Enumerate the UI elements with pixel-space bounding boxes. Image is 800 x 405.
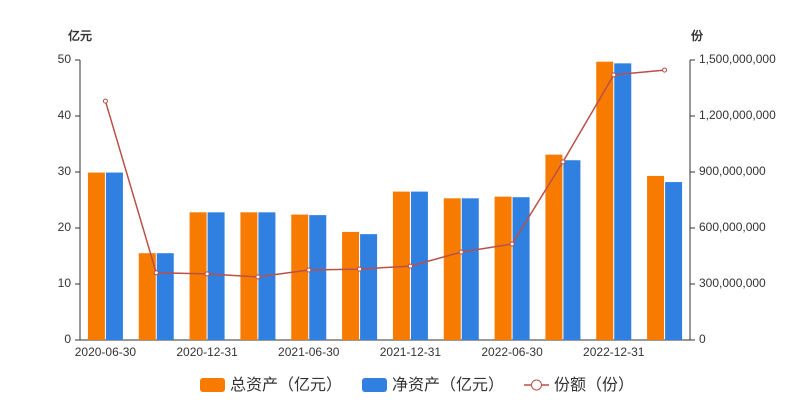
bar [360,234,378,340]
line-point [153,270,159,276]
bar [309,215,327,340]
bar [392,191,410,340]
bar [512,197,530,340]
line-point [458,249,464,255]
y-tick-label: 30 [58,164,72,178]
legend-label: 净资产（亿元） [392,376,504,394]
bar [207,212,225,340]
line-point [611,72,617,78]
bar [87,172,105,340]
y-tick-label: 10 [58,276,72,290]
bar [189,212,207,340]
legend-swatch [200,378,225,392]
bar [596,61,614,341]
bar [665,182,683,340]
legend-label: 份额（份） [554,376,634,394]
bar [156,253,174,340]
x-tick-label: 2022-06-30 [481,345,543,359]
y2-tick-label: 300,000,000 [699,276,766,290]
bar [647,175,665,340]
y-axis-title: 亿元 [68,28,92,43]
bar [563,160,581,340]
bar [105,172,123,340]
bar [494,196,512,340]
x-tick-label: 2022-12-31 [583,345,645,359]
y2-tick-label: 1,200,000,000 [699,108,776,122]
bar [443,198,461,340]
y2-tick-label: 900,000,000 [699,164,766,178]
legend-label: 总资产（亿元） [230,376,342,394]
line-point [560,159,566,165]
x-tick-label: 2020-12-31 [176,345,238,359]
bar [545,154,563,340]
y-tick-label: 0 [64,332,71,346]
bar [614,63,632,341]
bar [138,253,156,340]
x-tick-label: 2021-12-31 [380,345,442,359]
y2-tick-label: 1,500,000,000 [699,52,776,66]
bar [410,191,428,340]
line-point [204,271,210,277]
line-point [306,267,312,273]
line-point [662,67,668,73]
x-tick-label: 2021-06-30 [278,345,340,359]
y2-tick-label: 0 [699,332,706,346]
legend-swatch [362,378,387,392]
x-tick-label: 2020-06-30 [75,345,137,359]
line [104,69,665,278]
line-point [407,263,413,269]
line-point [102,98,108,104]
line-point [255,274,261,280]
bar [461,198,479,340]
y-tick-label: 50 [58,52,72,66]
bar [342,231,360,340]
legend-marker [531,379,542,391]
y-tick-label: 20 [58,220,72,234]
line-point [509,241,515,247]
y2-tick-label: 600,000,000 [699,220,766,234]
y2-axis-title: 份 [691,28,704,43]
y-tick-label: 40 [58,108,72,122]
bar [291,214,309,340]
line-point [357,266,363,272]
